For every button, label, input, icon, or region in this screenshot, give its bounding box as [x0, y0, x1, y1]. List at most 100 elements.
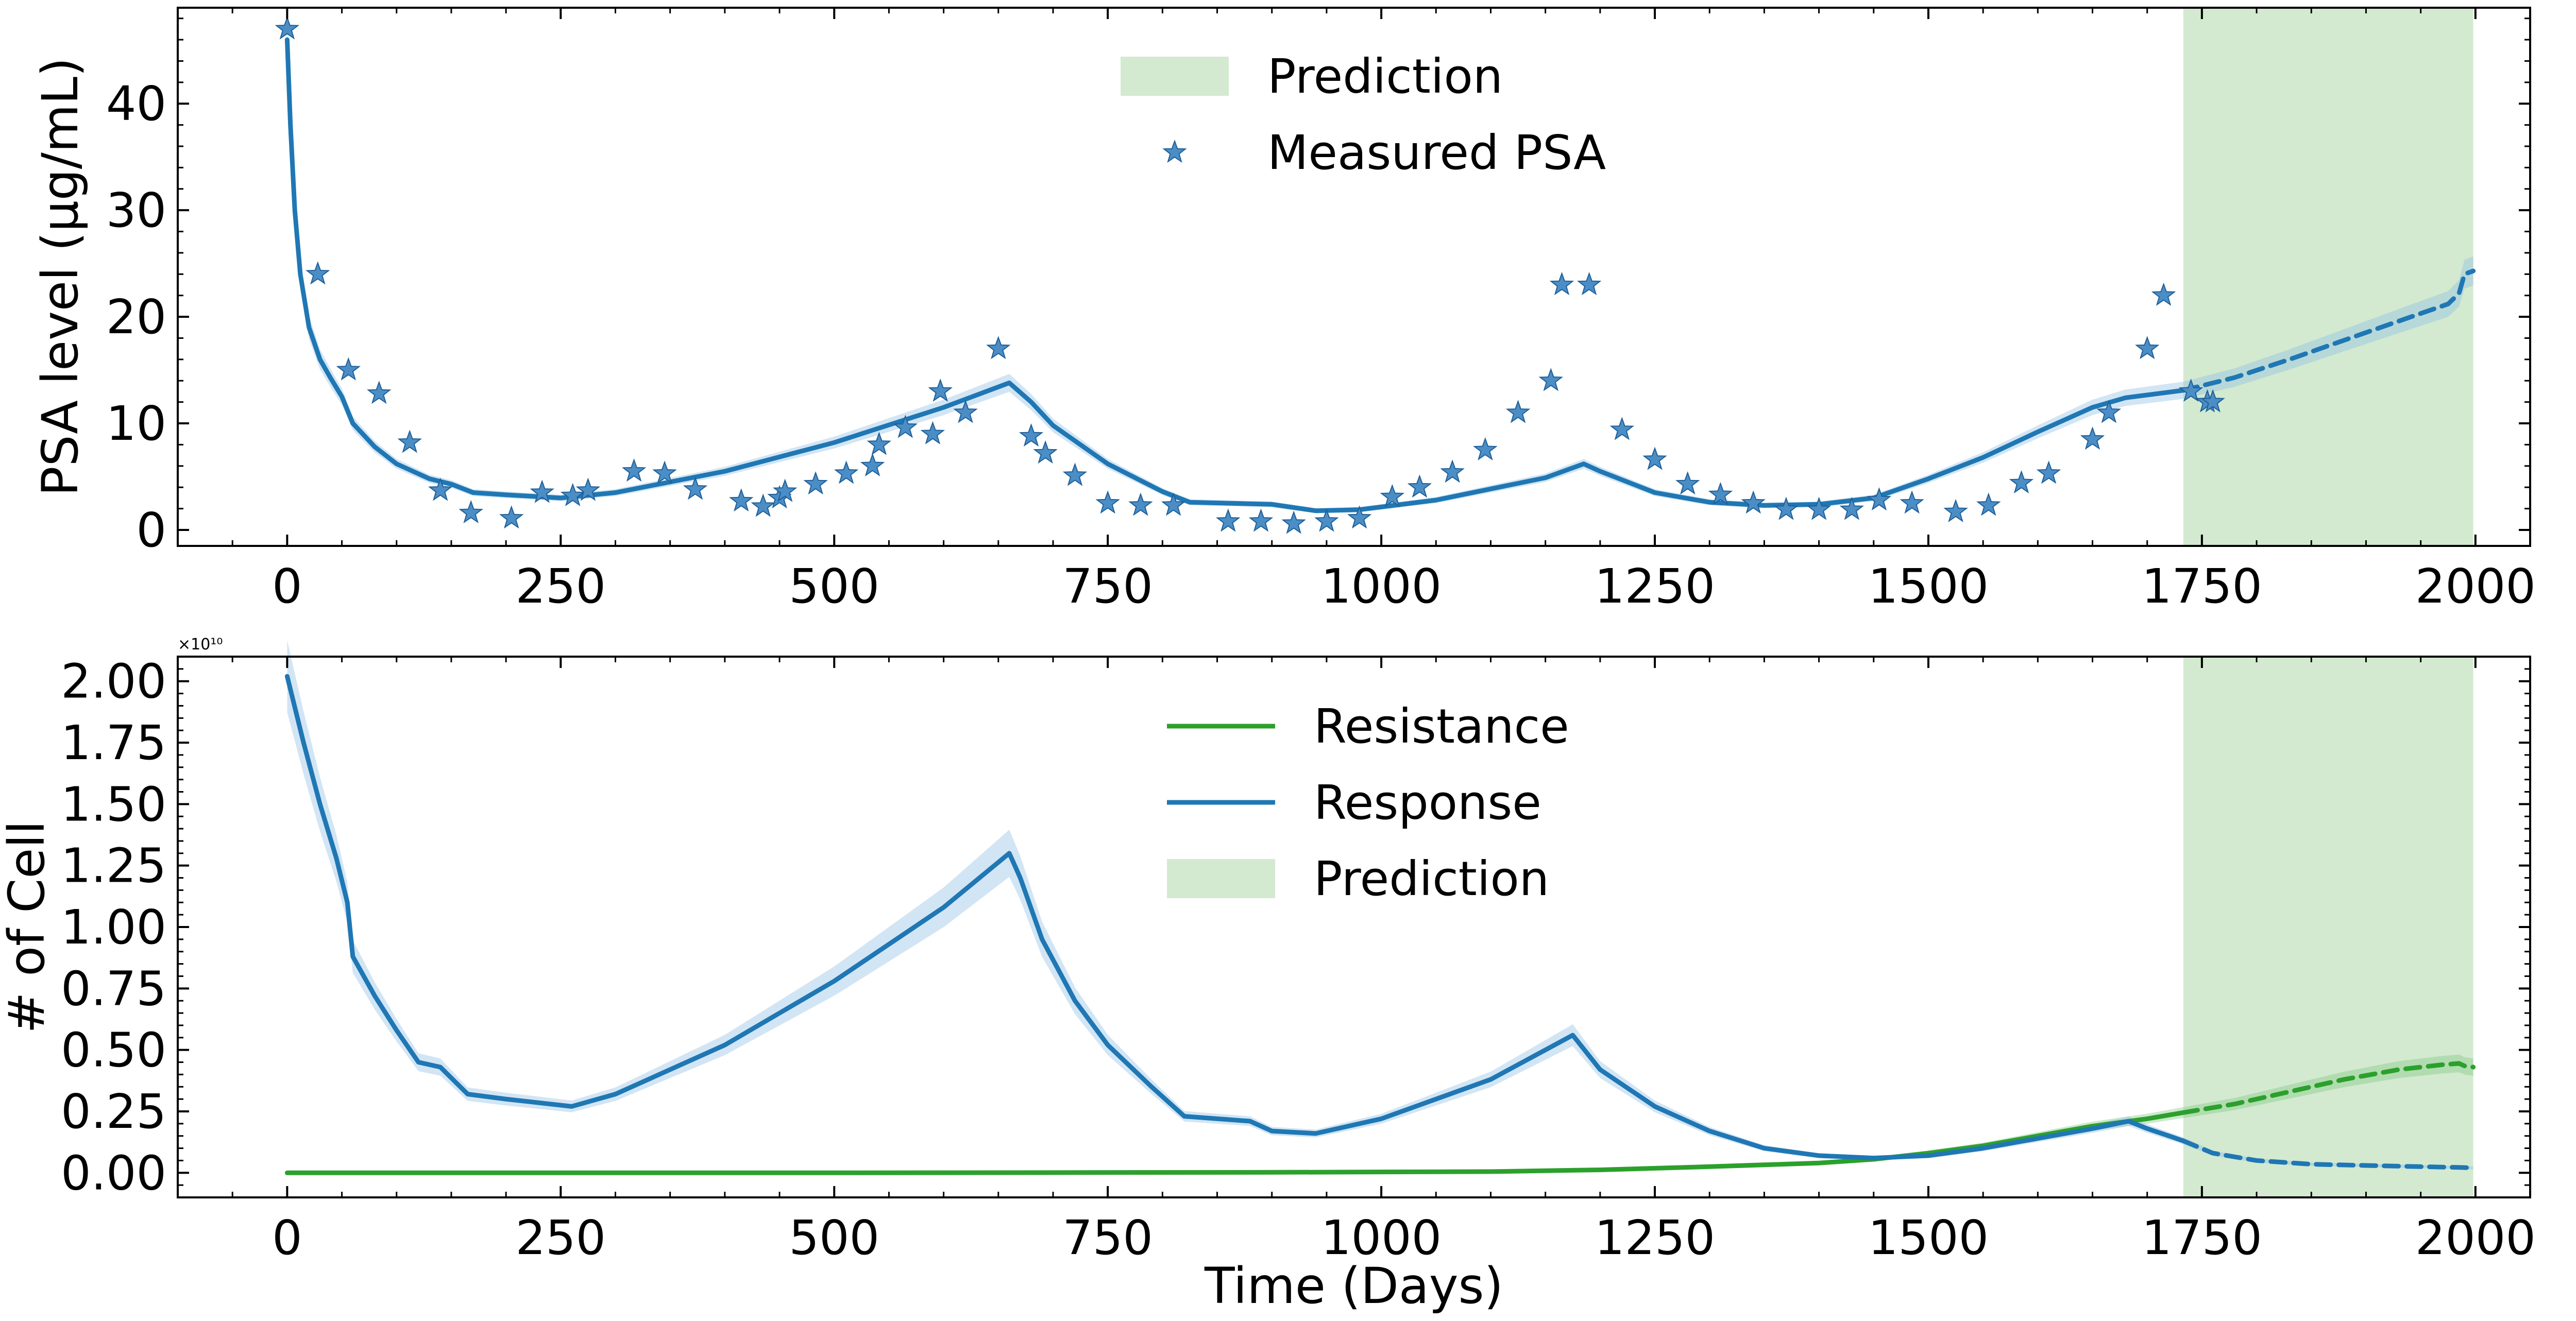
- measured-psa-point-38: [1380, 484, 1405, 508]
- measured-psa-point-48: [1675, 471, 1700, 495]
- x-tick-label-1-3: 750: [1062, 1210, 1153, 1265]
- measured-psa-point-33: [1215, 508, 1241, 532]
- measured-psa-point-66: [2200, 389, 2225, 413]
- psa-fit-lines: [284, 37, 2476, 513]
- measured-psa-point-3: [366, 381, 392, 404]
- y-tick-label-0-3: 30: [106, 183, 166, 238]
- x-tick-label-0-4: 1000: [1321, 559, 1442, 614]
- y-tick-label-1-0: 0.00: [61, 1145, 166, 1200]
- measured-psa-point-2: [336, 357, 361, 381]
- measured-psa-point-1: [306, 261, 330, 285]
- measured-psa-point-64: [2178, 379, 2204, 402]
- measured-psa-point-29: [1062, 462, 1088, 486]
- response-line-1-2: [284, 674, 2186, 1161]
- measured-psa-point-55: [1900, 490, 1924, 514]
- measured-psa-point-45: [1577, 272, 1602, 296]
- y-tick-label-0-4: 40: [106, 76, 166, 131]
- resistance-line-1-0: [284, 1110, 2186, 1175]
- y-tick-label-1-8: 2.00: [61, 654, 166, 709]
- cell-y-offset-label: ×10¹⁰: [178, 636, 223, 654]
- measured-psa-point-21: [867, 432, 891, 455]
- response-line-dashed-1-3: [2181, 1138, 2476, 1171]
- y-tick-label-1-4: 1.00: [61, 900, 166, 955]
- cell-legend: Resistance Response Prediction: [1167, 699, 1569, 906]
- measured-psa-point-28: [1033, 440, 1058, 464]
- cell-panel: 0 250 500 750 1000 1250 1500 1750 2000 0.00 0.25 0.…: [0, 636, 2536, 1315]
- psa-y-axis-label: PSA level (μg/mL): [31, 58, 89, 496]
- y-tick-label-0-0: 0: [136, 503, 166, 558]
- legend-measured-psa-label: Measured PSA: [1267, 125, 1606, 180]
- fit-line-0-1: [284, 37, 2186, 513]
- legend-prediction-swatch: [1121, 57, 1229, 96]
- x-tick-label-0-7: 1750: [2142, 559, 2262, 614]
- psa-uncertainty-band: [287, 13, 2473, 513]
- measured-psa-point-17: [772, 478, 798, 502]
- measured-psa-point-49: [1708, 482, 1733, 505]
- measured-psa-point-47: [1642, 447, 1667, 470]
- measured-psa-point-54: [1867, 487, 1892, 511]
- measured-psa-point-56: [1943, 499, 1968, 523]
- legend-resistance-label: Resistance: [1314, 699, 1569, 754]
- y-tick-label-0-2: 20: [106, 289, 166, 345]
- measured-psa-point-58: [2009, 470, 2034, 494]
- psa-panel: 0 250 500 750 1000 1250 1500 1750 2000010203040 …: [31, 7, 2536, 614]
- measured-psa-point-20: [860, 453, 885, 477]
- cell-lines: [284, 674, 2476, 1175]
- measured-psa-point-9: [560, 483, 585, 506]
- measured-psa-point-32: [1161, 492, 1186, 516]
- cell-prediction-region: [2183, 657, 2473, 1197]
- measured-psa-point-52: [1806, 496, 1832, 520]
- x-tick-label-1-1: 250: [515, 1210, 606, 1265]
- measured-psa-point-15: [751, 493, 775, 517]
- measured-psa-point-5: [428, 477, 453, 501]
- y-tick-label-1-1: 0.25: [61, 1084, 166, 1139]
- measured-psa-point-14: [728, 488, 754, 512]
- time-x-axis-label: Time (Days): [1204, 1257, 1503, 1315]
- measured-psa-point-57: [1976, 492, 2001, 516]
- x-tick-label-0-6: 1500: [1868, 559, 1989, 614]
- measured-psa-point-13: [683, 476, 708, 500]
- x-tick-label-1-8: 2000: [2415, 1210, 2536, 1265]
- resistance-line-dashed-1-1: [2181, 1061, 2476, 1115]
- band-1-1: [2183, 1054, 2473, 1118]
- measured-psa-point-59: [2036, 460, 2061, 484]
- psa-prediction-region: [2183, 8, 2473, 546]
- measured-psa-point-26: [986, 336, 1011, 359]
- measured-psa-point-51: [1774, 496, 1799, 520]
- x-tick-label-1-0: 0: [272, 1210, 302, 1265]
- measured-psa-point-6: [459, 500, 483, 523]
- y-tick-label-1-7: 1.75: [61, 715, 166, 770]
- measured-psa-point-40: [1440, 459, 1465, 483]
- measured-psa-point-25: [953, 400, 978, 423]
- legend-response-label: Response: [1314, 775, 1541, 830]
- measured-psa-point-10: [575, 477, 601, 501]
- measured-psa-point-0: [275, 16, 300, 40]
- measured-psa-point-34: [1248, 508, 1274, 532]
- measured-psa-point-18: [803, 471, 828, 495]
- measured-psa-point-11: [621, 458, 647, 482]
- measured-psa-point-53: [1839, 496, 1865, 520]
- psa-legend: Prediction Measured PSA: [1121, 49, 1606, 180]
- measured-psa-point-7: [499, 505, 524, 529]
- measured-psa-point-35: [1281, 510, 1306, 534]
- measured-psa-point-50: [1741, 490, 1766, 514]
- measured-psa-point-42: [1505, 400, 1531, 423]
- band-0-2: [2183, 256, 2473, 399]
- measured-psa-point-44: [1549, 272, 1574, 296]
- measured-psa-point-43: [1538, 368, 1564, 391]
- x-tick-label-0-8: 2000: [2415, 559, 2536, 614]
- measured-psa-point-8: [530, 479, 554, 503]
- legend-prediction-label: Prediction: [1314, 851, 1549, 906]
- x-tick-label-0-2: 500: [789, 559, 879, 614]
- measured-psa-point-39: [1407, 474, 1432, 498]
- measured-psa-point-63: [2151, 282, 2176, 306]
- y-tick-label-1-3: 0.75: [61, 961, 166, 1016]
- measured-psa-point-24: [928, 379, 953, 402]
- x-tick-label-1-4: 1000: [1321, 1210, 1442, 1265]
- x-tick-label-1-6: 1500: [1868, 1210, 1989, 1265]
- measured-psa-point-27: [1019, 423, 1044, 447]
- legend-measured-psa-swatch: [1162, 140, 1187, 163]
- fit-line-dashed-0-2: [2181, 268, 2476, 393]
- measured-psa-point-41: [1473, 437, 1498, 460]
